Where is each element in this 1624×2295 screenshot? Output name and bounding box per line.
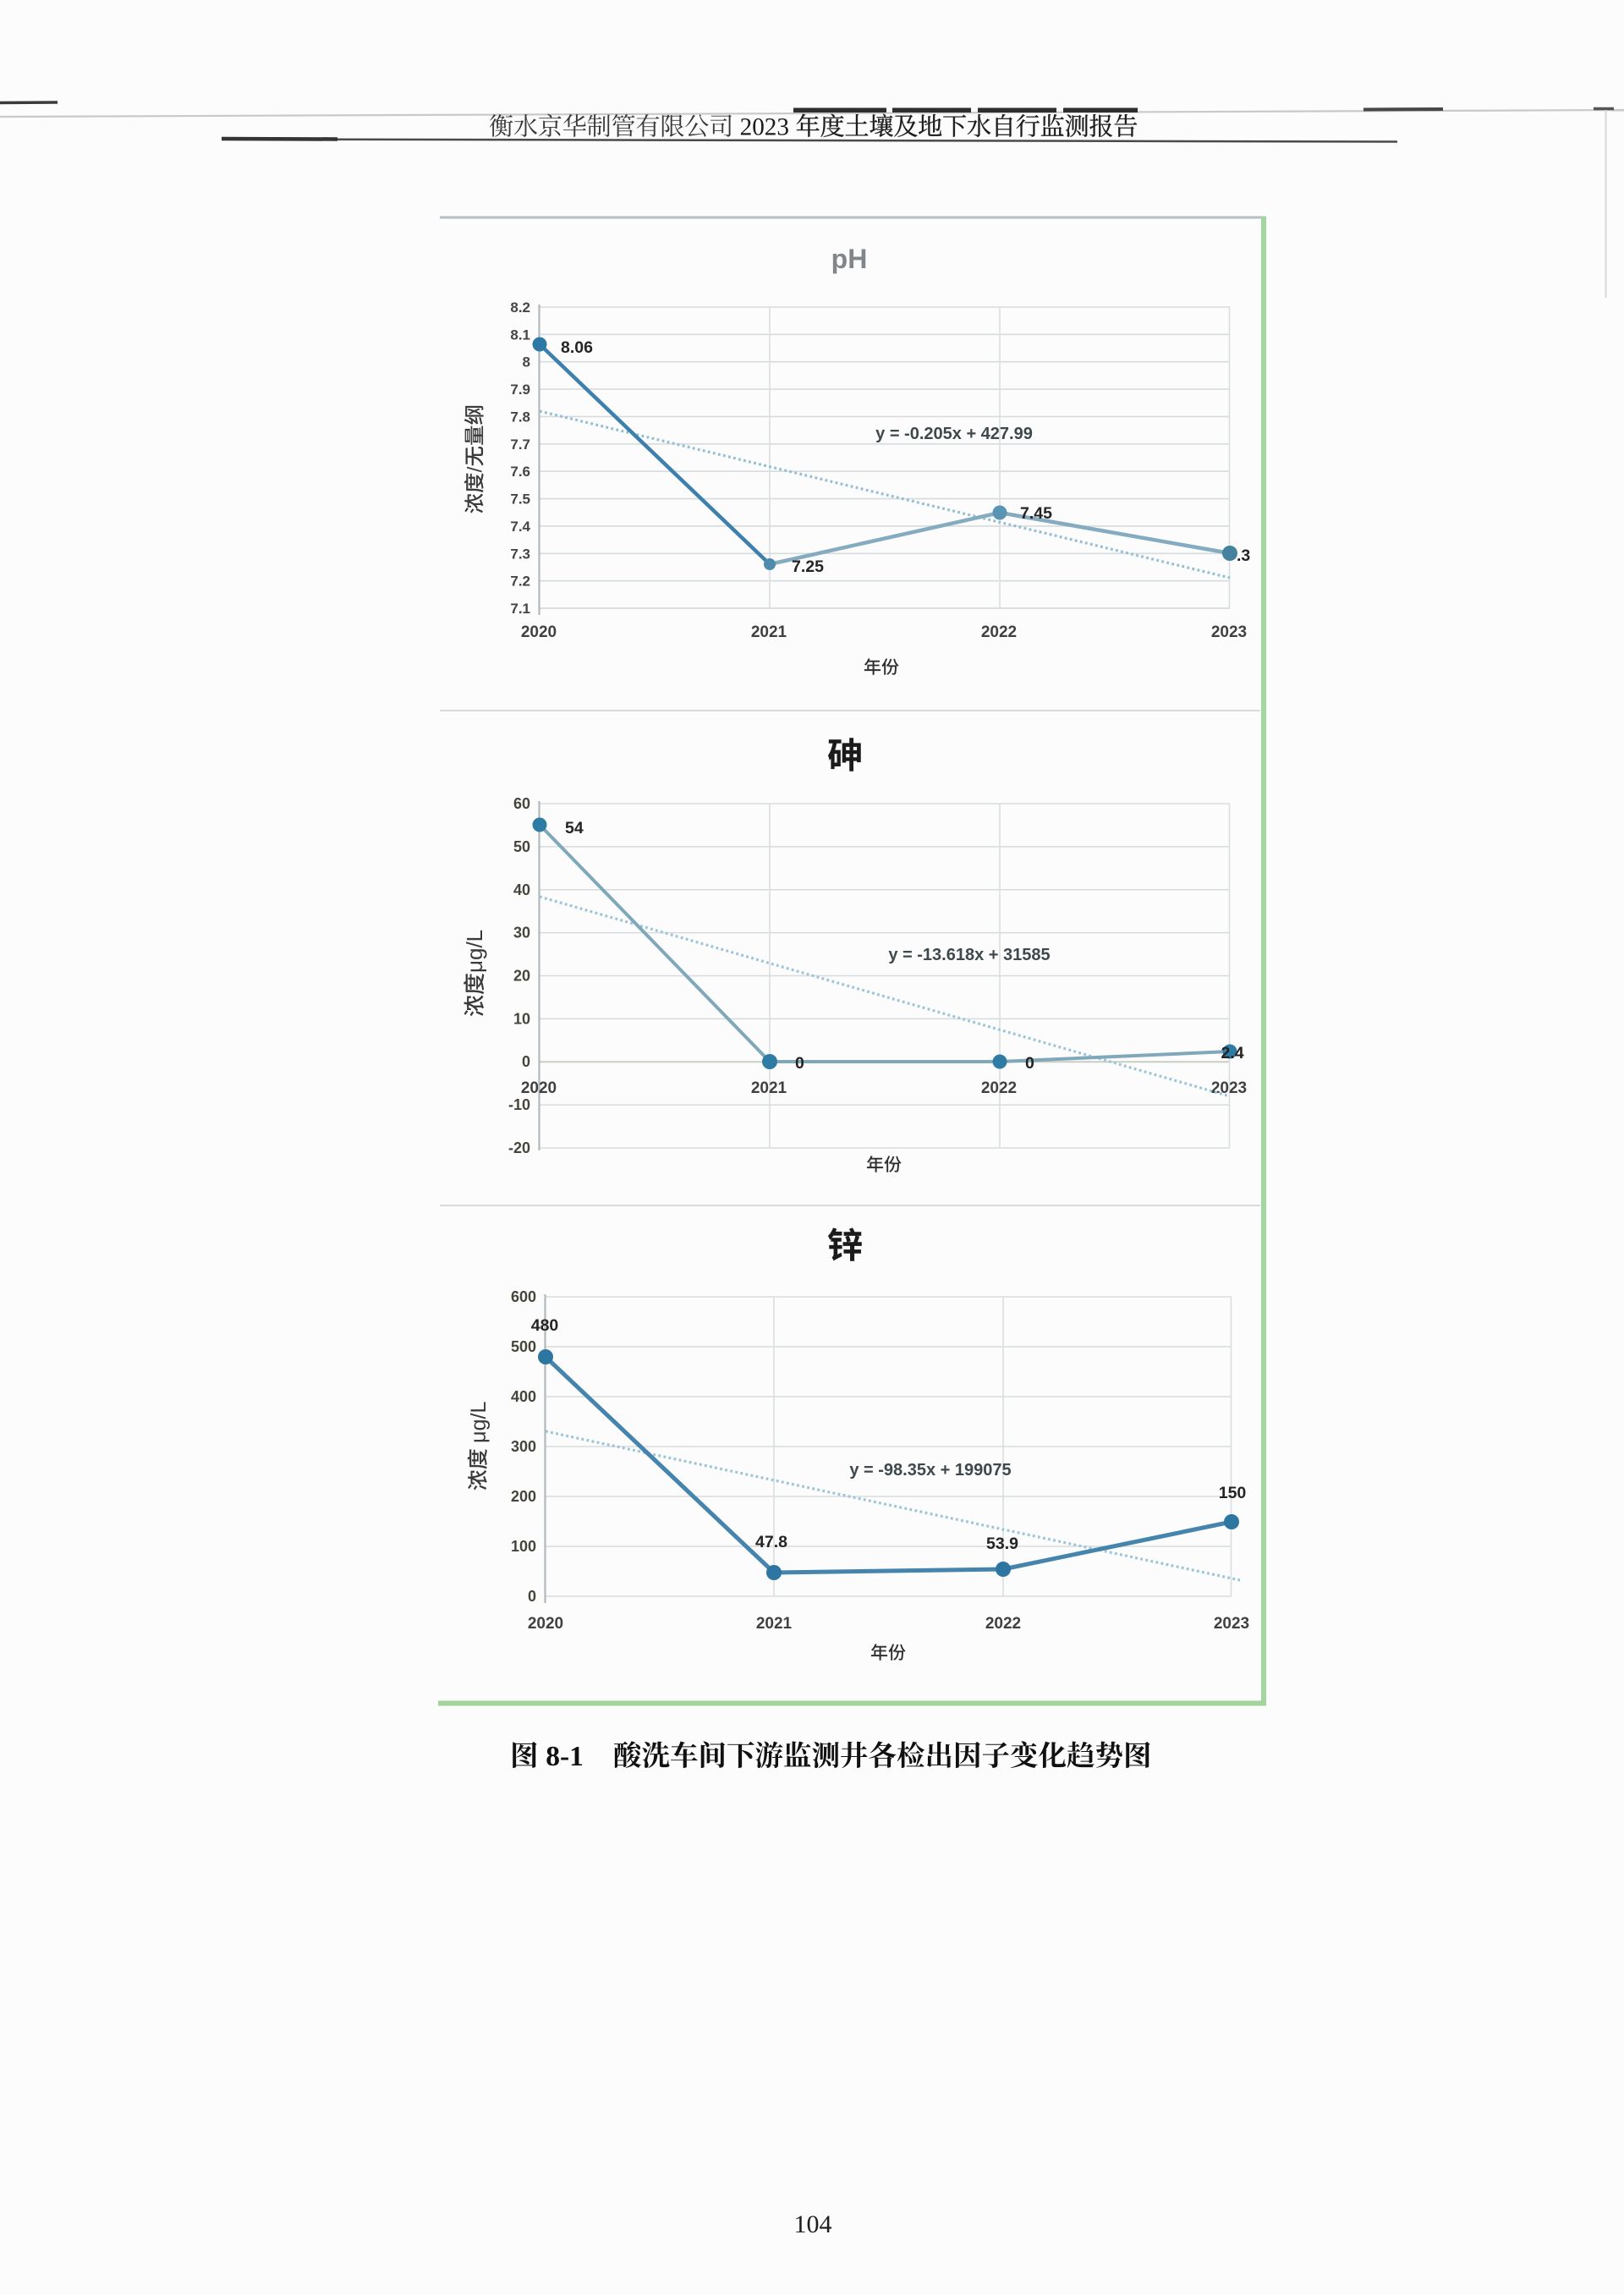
svg-text:150: 150 [1219,1484,1247,1502]
svg-text:2023: 2023 [1214,1615,1249,1633]
svg-text:50: 50 [513,838,530,855]
svg-text:-20: -20 [508,1139,530,1156]
svg-text:2023: 2023 [1211,623,1247,641]
svg-text:500: 500 [511,1338,536,1355]
svg-text:0: 0 [1025,1054,1034,1073]
svg-text:2022: 2022 [981,623,1017,641]
svg-text:2023: 2023 [1211,1079,1247,1097]
svg-text:104: 104 [794,2210,832,2238]
svg-text:7.8: 7.8 [510,409,530,426]
svg-text:10: 10 [513,1010,530,1027]
svg-text:7.7: 7.7 [510,436,530,453]
svg-text:8.2: 8.2 [510,299,530,316]
svg-text:y = -98.35x + 199075: y = -98.35x + 199075 [849,1461,1011,1480]
svg-text:7.45: 7.45 [1020,504,1052,523]
svg-text:2022: 2022 [981,1079,1017,1097]
svg-text:2.4: 2.4 [1221,1044,1243,1062]
svg-text:300: 300 [511,1438,536,1455]
svg-text:.3: .3 [1237,546,1250,565]
svg-text:400: 400 [511,1388,536,1405]
svg-text:100: 100 [511,1538,536,1555]
svg-text:y = -0.205x + 427.99: y = -0.205x + 427.99 [875,425,1033,443]
svg-text:/: / [464,466,487,472]
svg-text:2020: 2020 [521,1079,557,1097]
svg-text:-10: -10 [508,1096,530,1113]
svg-text:2022: 2022 [985,1615,1021,1633]
svg-text:7.5: 7.5 [510,491,530,508]
svg-text:μg/L: μg/L [467,1402,491,1443]
svg-text:47.8: 47.8 [755,1533,787,1551]
svg-text:7.4: 7.4 [510,519,530,535]
svg-text:54: 54 [565,819,584,837]
svg-text:y = -13.618x + 31585: y = -13.618x + 31585 [888,946,1050,964]
svg-text:600: 600 [511,1288,536,1305]
svg-text:7.2: 7.2 [510,574,530,590]
svg-text:7.6: 7.6 [510,464,530,480]
svg-text:2021: 2021 [751,1079,787,1097]
svg-text:7.25: 7.25 [792,557,824,576]
svg-text:8.06: 8.06 [561,338,593,357]
svg-text:2023: 2023 [740,114,789,141]
svg-text:2021: 2021 [756,1615,793,1633]
svg-text:40: 40 [513,881,530,898]
svg-text:0: 0 [795,1054,804,1073]
svg-text:pH: pH [831,244,868,274]
svg-text:2020: 2020 [528,1615,563,1633]
svg-text:0: 0 [522,1053,530,1070]
svg-text:53.9: 53.9 [986,1535,1018,1553]
svg-text:7.9: 7.9 [510,382,530,398]
svg-text:8: 8 [523,354,530,371]
svg-text:480: 480 [531,1316,559,1335]
svg-text:60: 60 [513,795,530,812]
svg-text:7.1: 7.1 [510,601,530,617]
svg-text:30: 30 [513,925,530,942]
svg-text:2020: 2020 [521,623,557,641]
svg-text:200: 200 [511,1488,536,1505]
svg-text:20: 20 [513,968,530,985]
svg-text:2021: 2021 [751,623,787,641]
svg-text:8.1: 8.1 [510,327,530,343]
svg-text:7.3: 7.3 [510,546,530,562]
svg-text:μg/L: μg/L [462,930,487,973]
svg-text:0: 0 [528,1588,536,1605]
svg-text:8-1: 8-1 [546,1741,584,1772]
